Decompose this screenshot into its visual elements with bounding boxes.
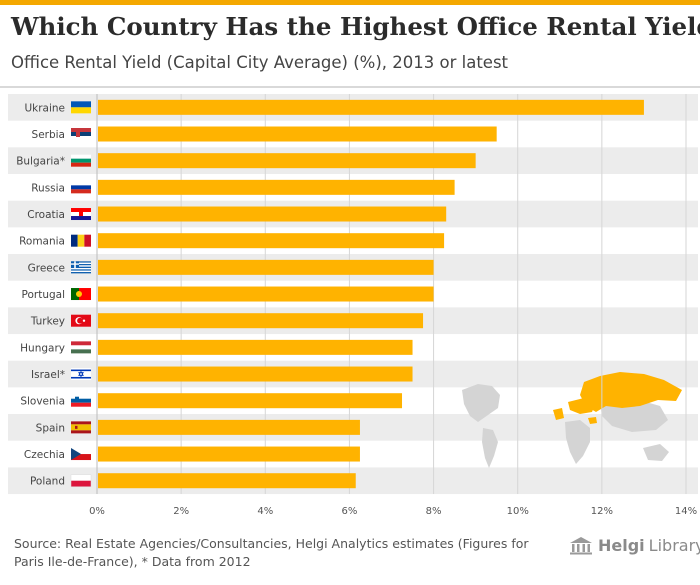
ukraine-flag-icon [71,101,91,114]
x-tick-label: 6% [341,506,357,517]
bar [98,206,447,222]
africa-shape [565,420,590,464]
category-label: Turkey [30,316,65,328]
chart-title: Which Country Has the Highest Office Ren… [11,12,700,41]
source-note: Source: Real Estate Agencies/Consultanci… [14,536,529,569]
north-america-shape [462,384,500,422]
category-label: Croatia [27,209,65,221]
bar [98,179,455,195]
category-label: Russia [31,182,65,194]
category-label: Bulgaria* [16,156,65,168]
category-label: Czechia [24,449,65,461]
x-tick-label: 2% [173,506,189,517]
logo-suffix: Library. [648,535,700,555]
category-label: Greece [28,262,65,274]
category-label: Poland [30,476,65,488]
bar [98,286,434,302]
bar [98,446,360,462]
chart-subtitle: Office Rental Yield (Capital City Averag… [11,53,509,72]
bar [98,366,413,382]
category-label: Ukraine [24,102,65,114]
romania-flag-icon [71,234,91,247]
category-label: Israel* [31,369,65,381]
bar [98,419,360,435]
europe-region-shape [568,398,596,414]
header-divider [0,86,700,88]
bar-chart: 0% 2% 4% 6% 8% 10% 12% 14% Ukraine Serbia Bulgaria… [8,94,698,517]
russia-region-shape [580,372,682,412]
bar [98,393,403,409]
bar [98,313,424,329]
bar [98,259,434,275]
category-label: Hungary [20,342,65,354]
australia-shape [643,444,669,461]
top-accent-bar [0,0,700,5]
bar [98,233,445,249]
x-tick-label: 4% [257,506,273,517]
iberia-shape [553,408,564,420]
category-label: Romania [19,236,65,248]
library-columns-icon [570,537,592,555]
czechia-flag-icon [71,448,91,461]
x-tick-label: 0% [89,506,105,517]
x-tick-label: 10% [507,506,529,517]
bar [98,339,413,355]
israel-flag-icon [71,368,91,381]
portugal-flag-icon [71,288,91,301]
greece-flag-icon [71,261,91,274]
x-tick-label: 14% [675,506,697,517]
category-label: Serbia [32,129,65,141]
bar [98,99,644,115]
poland-flag-icon [70,474,92,487]
bar [98,473,356,489]
south-america-shape [482,428,498,468]
israel-shape [588,417,597,424]
croatia-flag-icon [71,208,91,221]
slovenia-flag-icon [71,394,91,407]
world-map [462,372,682,468]
turkey-flag-icon [71,314,91,327]
category-label: Slovenia [20,396,65,408]
bar [98,153,476,169]
category-label: Spain [36,422,65,434]
x-tick-label: 8% [426,506,442,517]
serbia-flag-icon [71,128,91,141]
russia-flag-icon [71,181,91,194]
bar [98,126,497,142]
category-label: Portugal [22,289,66,301]
hungary-flag-icon [71,341,91,354]
spain-flag-icon [71,421,91,434]
logo-name: Helgi [598,535,645,555]
bulgaria-flag-icon [71,154,91,167]
x-tick-label: 12% [591,506,613,517]
